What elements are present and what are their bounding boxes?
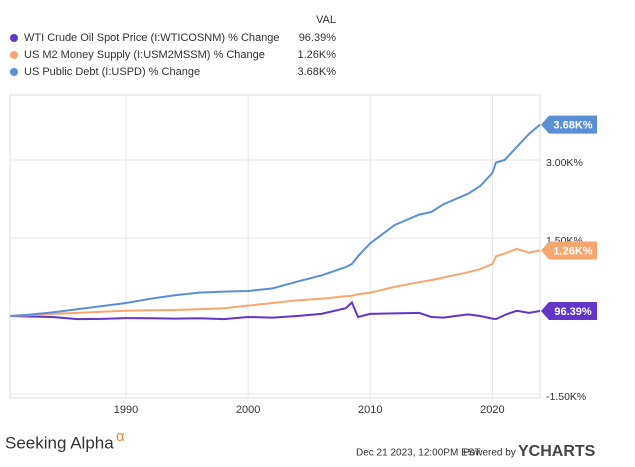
legend-value: 1.26K% (297, 49, 336, 61)
timestamp: Dec 21 2023, 12:00PM EST. (356, 448, 482, 459)
series-line (9, 247, 541, 317)
ycharts-logo: YCHARTS (518, 443, 596, 460)
x-tick-label: 2020 (480, 404, 504, 416)
legend-label: US M2 Money Supply (I:USM2MSSM) % Change (24, 49, 265, 61)
y-tick-label: 3.00K% (546, 157, 583, 169)
legend-swatch (10, 51, 18, 59)
legend-value: 3.68K% (297, 66, 336, 78)
end-tag-label: 96.39% (554, 306, 592, 318)
brand-alpha: α (116, 428, 125, 445)
brand: Seeking Alpha (5, 433, 114, 452)
plot-frame (9, 94, 541, 399)
legend-swatch (10, 34, 18, 42)
x-tick-label: 2010 (358, 404, 382, 416)
x-tick-label: 2000 (236, 404, 260, 416)
end-tag (541, 301, 597, 320)
x-tick-label: 1990 (114, 404, 138, 416)
legend-label: US Public Debt (I:USPD) % Change (24, 66, 200, 78)
legend-swatch (10, 68, 18, 76)
legend-label: WTI Crude Oil Spot Price (I:WTICOSNM) % … (24, 32, 280, 44)
series-line (9, 300, 541, 321)
powered-by: Powered by (463, 448, 516, 459)
end-tag-label: 3.68K% (553, 120, 592, 132)
end-tag-label: 1.26K% (553, 245, 592, 257)
legend-header: VAL (316, 14, 336, 26)
series-line (9, 123, 541, 317)
end-tag (541, 241, 597, 260)
legend-value: 96.39% (299, 32, 337, 44)
y-tick-label: -1.50K% (546, 391, 586, 403)
end-tag (541, 115, 597, 134)
